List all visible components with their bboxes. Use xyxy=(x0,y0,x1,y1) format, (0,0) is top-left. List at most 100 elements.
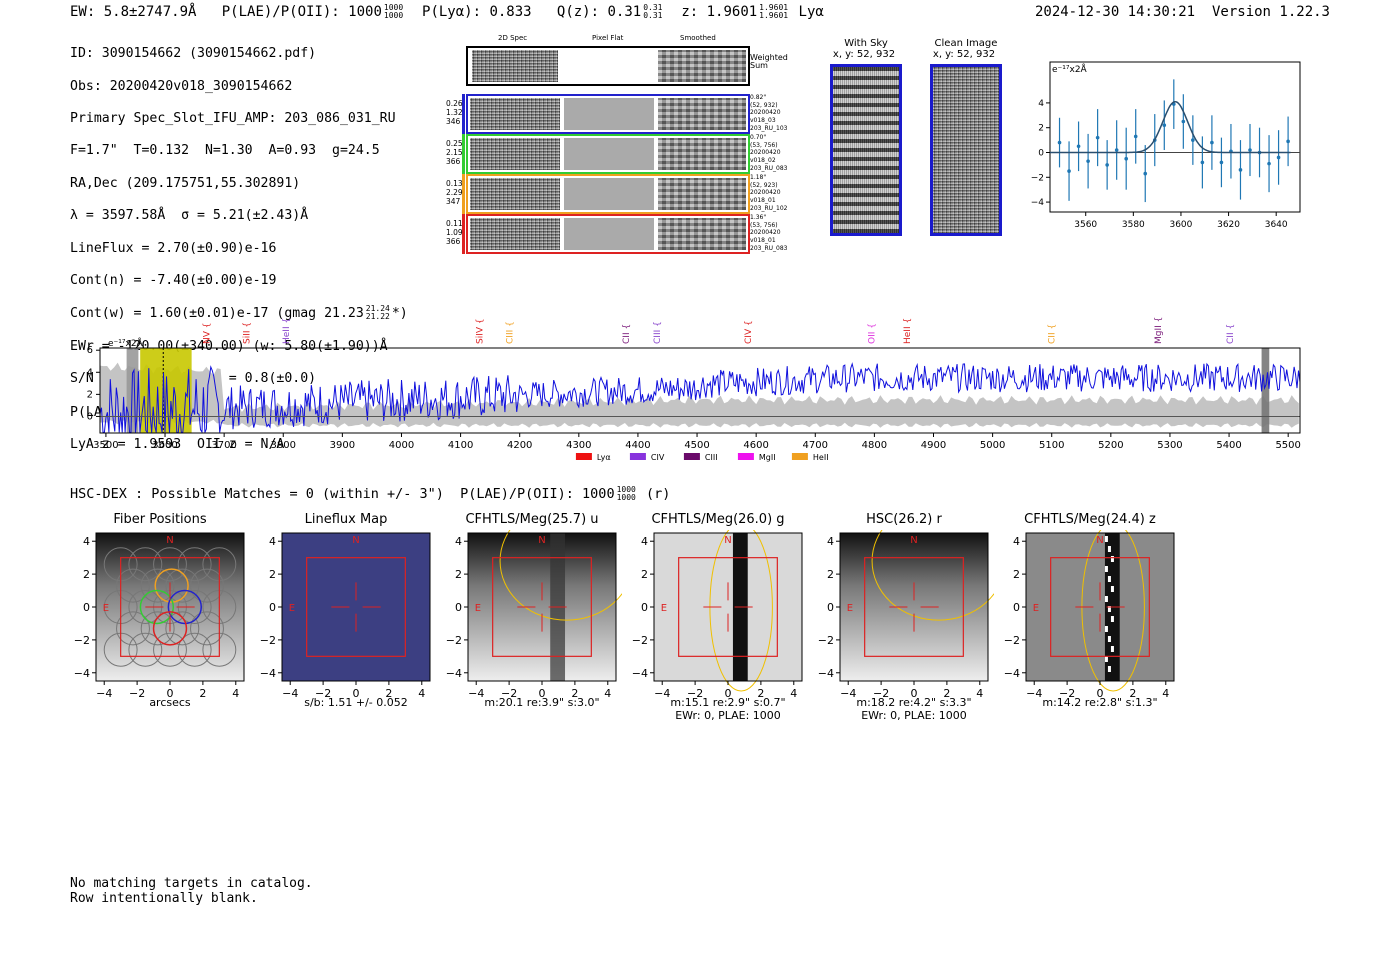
fiber-circle xyxy=(165,568,200,603)
hsc-ytick-label: 4 xyxy=(83,535,90,548)
cutout-right-value: (53, 756) xyxy=(750,141,778,149)
ew-value: EW: 5.8±2747.9Å xyxy=(70,4,197,20)
cutout-row-1 xyxy=(466,94,750,134)
spectrum-xtick-label: 4200 xyxy=(507,440,532,451)
fit-xtick-label: 3620 xyxy=(1217,220,1240,230)
spectrum-line-label: OII { xyxy=(867,323,877,344)
hsc-ytick-label: −4 xyxy=(1004,667,1020,680)
east-label: E xyxy=(661,603,667,614)
weighted-sum-box xyxy=(466,46,750,86)
north-label: N xyxy=(910,535,917,546)
spectrum-xtick-label: 3800 xyxy=(271,440,296,451)
hsc-search-box xyxy=(864,557,964,657)
spectrum-legend-label: CIII xyxy=(705,453,718,462)
clean-image-coords: x, y: 52, 932 xyxy=(932,49,996,60)
hsc-ytick-label: −2 xyxy=(818,634,834,647)
cutout-right-value: v018_02 xyxy=(750,157,776,165)
hsc-title-plae: P(LAE)/P(OII): 1000 xyxy=(460,486,615,502)
clean-image-title: Clean Image xyxy=(934,38,998,49)
hsc-ytick-label: −2 xyxy=(446,634,462,647)
hsc-xtick-label: 2 xyxy=(1129,687,1136,700)
hsc-xtick-label: 4 xyxy=(604,687,611,700)
north-label: N xyxy=(166,535,173,546)
with-sky-panel: With Sky x, y: 52, 932 xyxy=(830,38,902,236)
cutout-left-value: 1.09 xyxy=(446,228,463,237)
cutout-smooth-image xyxy=(658,98,746,130)
plae-header: P(LAE)/P(OII): 1000 xyxy=(221,4,382,20)
hsc-xtick-label: −4 xyxy=(96,687,112,700)
hsc-ytick-label: −4 xyxy=(632,667,648,680)
spectrum-legend-swatch xyxy=(737,453,754,460)
info-lya: LyA z = 1.9593 OII z = N/A xyxy=(70,437,285,453)
cutout-2d-image xyxy=(470,98,560,130)
cutout-right-value: 20200420 xyxy=(750,149,781,157)
fit-axes-frame xyxy=(1049,61,1301,213)
hsc-panel-caption: m:20.1 re:3.9" s:3.0" xyxy=(484,696,600,709)
fit-data-point xyxy=(1200,160,1205,165)
spectrum-line-label-group: MgII { xyxy=(1154,317,1164,344)
hsc-ytick-label: −2 xyxy=(1004,634,1020,647)
info-contw: Cont(w) = 1.60(±0.01)e-17 (gmag 21.23 21.… xyxy=(70,305,408,322)
hsc-ytick-label: 4 xyxy=(455,535,462,548)
cutout-left-values: 0.13 2.29 347 xyxy=(446,179,463,206)
cutout-bg xyxy=(840,533,988,681)
weighted-label: Weighted Sum xyxy=(750,53,788,70)
spectrum-xtick-label: 3600 xyxy=(152,440,177,451)
fit-data-point xyxy=(1067,169,1071,173)
cutout-right-value: 20200420 xyxy=(750,109,781,117)
spectrum-xtick-label: 5500 xyxy=(1275,440,1300,451)
fit-data-point xyxy=(1143,171,1148,176)
hsc-ytick-label: 4 xyxy=(269,535,276,548)
hsc-title-lo: 1000 xyxy=(616,493,636,502)
cutout-right-value: 0.82" xyxy=(750,94,767,101)
fit-data-point xyxy=(1210,140,1214,145)
spectrum-line-label-group: CII { xyxy=(1048,324,1058,344)
hsc-title-band: (r) xyxy=(645,486,671,502)
hsc-search-box xyxy=(1050,557,1150,657)
hsc-ytick-label: 2 xyxy=(455,568,462,581)
spectrum-xtick-label: 3700 xyxy=(211,440,236,451)
cutout-right-values: 1.36" (53, 756) 20200420 v018_01 203_RU_083 xyxy=(750,214,787,253)
timestamp: 2024-12-30 14:30:21 xyxy=(1034,4,1196,20)
hsc-xtick-label: −2 xyxy=(129,687,145,700)
hsc-xtick-label: −2 xyxy=(1059,687,1075,700)
hsc-ytick-label: −2 xyxy=(74,634,90,647)
spectrum-line-label-group: CII { xyxy=(622,324,632,344)
cutout-color-bar xyxy=(462,174,465,214)
cutout-grid: 2D Spec Pixel Flat Smoothed Weighted Sum… xyxy=(440,34,800,256)
cutout-left-value: 366 xyxy=(446,157,461,166)
hsc-panel-image: N E 4 −4 2 −2 0 0 −2 2 −4 4 xyxy=(260,532,431,700)
spectrum-legend-label: CIV xyxy=(651,453,665,462)
fit-ytick-label: 4 xyxy=(1038,99,1044,109)
hsc-panel-title: HSC(26.2) r xyxy=(866,512,942,527)
cutout-streak-dots xyxy=(1104,656,1108,662)
spectrum-axes-frame xyxy=(99,347,1301,434)
cutout-right-values: 0.82" (52, 932) 20200420 v018_03 203_RU_103 xyxy=(750,94,787,133)
cutout-left-value: 0.13 xyxy=(446,179,463,188)
hsc-panel-5: HSC(26.2) r N E 4 −4 2 −2 0 0 −2 2 −4 4 m:18.2 re:4.2… xyxy=(814,512,994,724)
spectrum-xtick-label: 4300 xyxy=(566,440,591,451)
cutout-right-value: 203_RU_103 xyxy=(750,124,788,132)
cutout-2d-image xyxy=(470,218,560,250)
spectrum-legend-swatch xyxy=(575,453,592,460)
fit-data-point xyxy=(1276,155,1281,160)
cutout-right-values: 0.70" (53, 756) 20200420 v018_02 203_RU_083 xyxy=(750,134,787,173)
fit-data-point xyxy=(1286,139,1290,144)
hsc-ytick-label: −4 xyxy=(818,667,834,680)
spectrum-xtick-label: 5100 xyxy=(1039,440,1064,451)
hsc-search-box xyxy=(306,557,406,657)
info-block: ID: 3090154662 (3090154662.pdf) Obs: 202… xyxy=(70,30,408,469)
plae-lo: 1000 xyxy=(383,11,404,20)
hsc-ytick-label: 4 xyxy=(641,535,648,548)
hsc-ytick-label: 2 xyxy=(641,568,648,581)
cutout-right-value: 203_RU_102 xyxy=(750,204,788,212)
spectrum-ytick-label: 0 xyxy=(87,411,93,422)
cutout-right-value: 20200420 xyxy=(750,229,781,237)
hsc-ytick-label: −4 xyxy=(74,667,90,680)
hsc-panel-image: N E 4 −4 2 −2 0 0 −2 2 −4 4 xyxy=(74,532,245,700)
z-lo: 1.9601 xyxy=(759,11,789,20)
hsc-panel-title: Lineflux Map xyxy=(304,512,388,527)
spectrum-xtick-label: 5300 xyxy=(1157,440,1182,451)
hsc-ytick-label: 0 xyxy=(83,601,90,614)
spectrum-xtick-label: 4400 xyxy=(625,440,650,451)
